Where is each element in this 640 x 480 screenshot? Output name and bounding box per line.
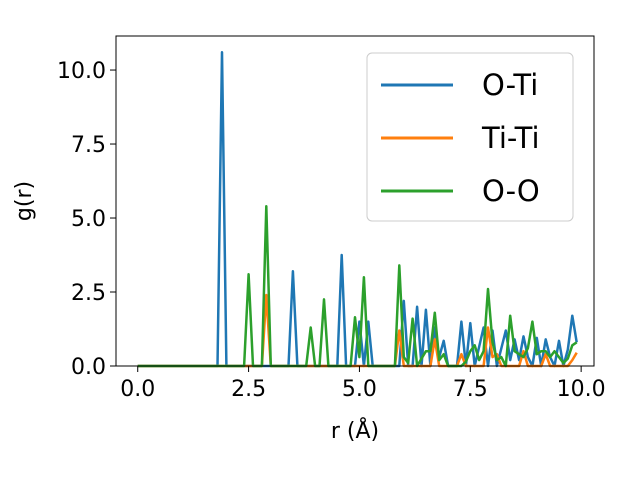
x-tick-label: 2.5 [231, 377, 266, 402]
legend-box [366, 52, 574, 222]
x-axis: 0.0 2.5 5.0 7.5 10.0 [120, 366, 606, 402]
legend-label-1: Ti-Ti [481, 121, 540, 155]
series-line-2 [137, 204, 578, 368]
legend-label-0: O-Ti [482, 68, 538, 102]
y-tick-label: 7.5 [71, 133, 106, 158]
x-axis-label: r (Å) [331, 417, 379, 444]
y-axis: 0.0 2.5 5.0 7.5 10.0 [57, 59, 116, 380]
y-tick-label: 0.0 [71, 355, 106, 380]
y-tick-label: 10.0 [57, 59, 106, 84]
y-tick-label: 5.0 [71, 207, 106, 232]
y-tick-label: 2.5 [71, 281, 106, 306]
x-tick-label: 0.0 [120, 377, 155, 402]
x-tick-label: 10.0 [557, 377, 606, 402]
legend-label-2: O-O [482, 174, 540, 208]
y-axis-label: g(r) [12, 181, 37, 221]
legend: O-Ti Ti-Ti O-O [366, 52, 574, 222]
x-tick-label: 5.0 [342, 377, 377, 402]
x-tick-label: 7.5 [453, 377, 488, 402]
plot-frame [115, 35, 595, 367]
